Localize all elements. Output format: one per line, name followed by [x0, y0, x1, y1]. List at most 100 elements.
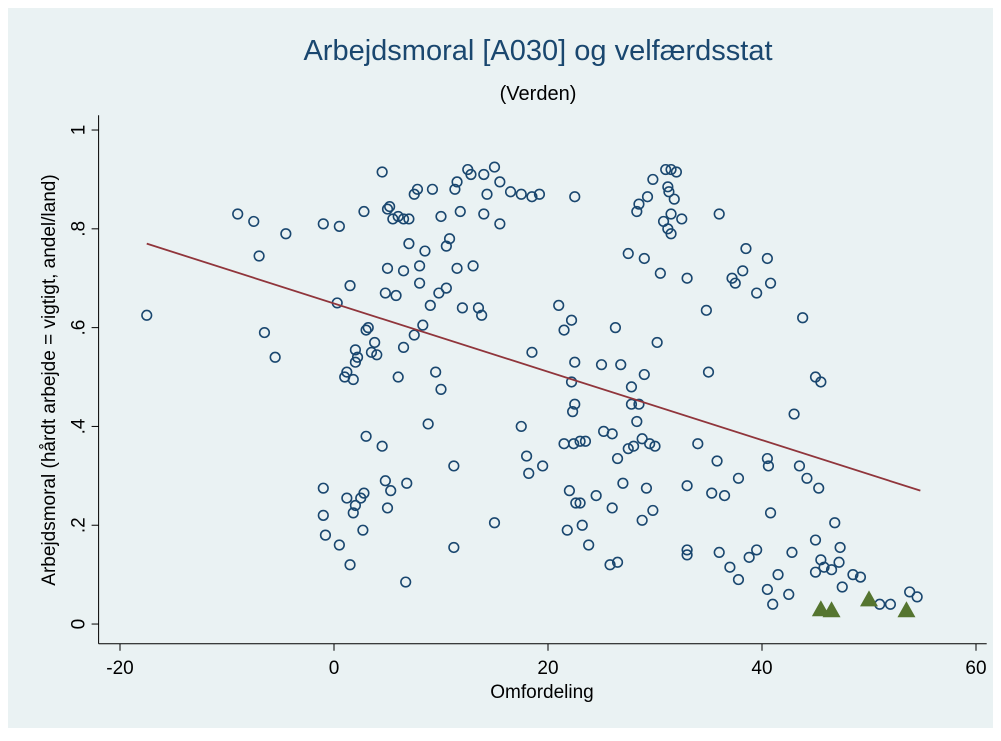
- circle-point: [609, 322, 622, 334]
- circle-point: [258, 326, 271, 339]
- circle-point: [762, 460, 775, 472]
- circle-point: [369, 336, 381, 349]
- circle-point: [565, 376, 578, 388]
- circle-point: [636, 433, 648, 445]
- circle-point: [793, 460, 806, 472]
- circle-point: [654, 267, 666, 279]
- circle-point: [567, 406, 579, 418]
- circle-point: [825, 564, 838, 576]
- circle-point: [430, 366, 442, 378]
- circle-point: [433, 287, 445, 299]
- chart-title: Arbejdsmoral [A030] og velfærdsstat: [303, 35, 772, 67]
- circle-point: [400, 576, 412, 588]
- circle-point: [569, 398, 581, 410]
- circle-point: [633, 398, 645, 410]
- circle-point: [574, 435, 586, 447]
- circle-point: [854, 571, 867, 583]
- circle-point: [636, 514, 648, 526]
- circle-point: [884, 598, 897, 610]
- circle-point: [248, 215, 260, 228]
- circle-point: [579, 435, 592, 447]
- circle-point: [435, 383, 447, 395]
- x-tick-label: -20: [106, 658, 133, 679]
- circle-point: [713, 546, 725, 559]
- circle-point: [737, 265, 749, 277]
- circle-point: [362, 322, 374, 334]
- circle-point: [833, 556, 845, 568]
- circle-point: [424, 299, 436, 311]
- circle-point: [809, 534, 822, 546]
- circle-point: [815, 376, 827, 388]
- circle-point: [640, 482, 653, 494]
- circle-point: [376, 440, 388, 452]
- circle-point: [384, 200, 396, 213]
- circle-point: [419, 245, 431, 257]
- circle-point: [606, 502, 618, 514]
- circle-point: [448, 460, 460, 472]
- circle-point: [729, 277, 741, 289]
- circle-point: [397, 341, 410, 353]
- circle-point: [467, 260, 479, 272]
- triangle-point: [860, 590, 878, 607]
- y-tick-label: 1: [69, 125, 90, 136]
- circle-point: [526, 346, 538, 358]
- circle-point: [397, 265, 410, 277]
- circle-point: [351, 351, 364, 363]
- circle-point: [847, 569, 859, 581]
- circle-point: [651, 336, 663, 349]
- circle-point: [472, 302, 485, 314]
- circle-point: [713, 208, 725, 220]
- y-tick-label: .2: [69, 517, 90, 533]
- circle-point: [349, 344, 362, 356]
- circle-point: [360, 430, 372, 442]
- x-tick-label: 0: [329, 658, 340, 679]
- circle-point: [681, 549, 693, 561]
- circle-point: [622, 443, 634, 455]
- circle-point: [761, 252, 773, 265]
- circle-point: [638, 252, 650, 265]
- circle-point: [533, 188, 546, 200]
- circle-point: [783, 588, 795, 600]
- circle-point: [576, 519, 588, 531]
- circle-point: [595, 359, 608, 371]
- circle-point: [670, 166, 683, 178]
- circle-point: [700, 304, 712, 316]
- circle-point: [743, 551, 755, 563]
- circle-point: [426, 183, 439, 195]
- circle-point: [317, 482, 329, 494]
- circle-point: [711, 455, 723, 467]
- circle-point: [349, 499, 362, 512]
- circle-point: [611, 556, 624, 568]
- circle-point: [523, 467, 535, 479]
- circle-point: [422, 418, 434, 430]
- circle-point: [767, 598, 779, 610]
- circle-point: [414, 277, 426, 289]
- circle-point: [392, 371, 404, 383]
- circle-point: [494, 176, 506, 188]
- circle-point: [633, 198, 645, 210]
- fit-line: [146, 242, 921, 492]
- circle-point: [504, 186, 517, 198]
- circle-point: [365, 346, 378, 358]
- circle-point: [809, 566, 822, 578]
- circle-point: [649, 440, 661, 452]
- circle-point: [465, 168, 477, 181]
- circle-point: [665, 228, 677, 240]
- circle-point: [772, 569, 784, 581]
- circle-point: [751, 544, 763, 556]
- circle-point: [344, 280, 356, 292]
- circle-point: [732, 472, 745, 484]
- circle-point: [627, 440, 640, 452]
- circle-point: [411, 183, 424, 195]
- circle-point: [563, 485, 576, 497]
- circle-point: [681, 480, 693, 492]
- circle-point: [443, 233, 456, 245]
- circle-point: [638, 368, 650, 381]
- circle-point: [570, 497, 582, 509]
- circle-point: [553, 299, 565, 311]
- circle-point: [494, 218, 506, 230]
- circle-point: [403, 213, 415, 225]
- circle-point: [606, 428, 618, 440]
- circle-point: [647, 173, 659, 186]
